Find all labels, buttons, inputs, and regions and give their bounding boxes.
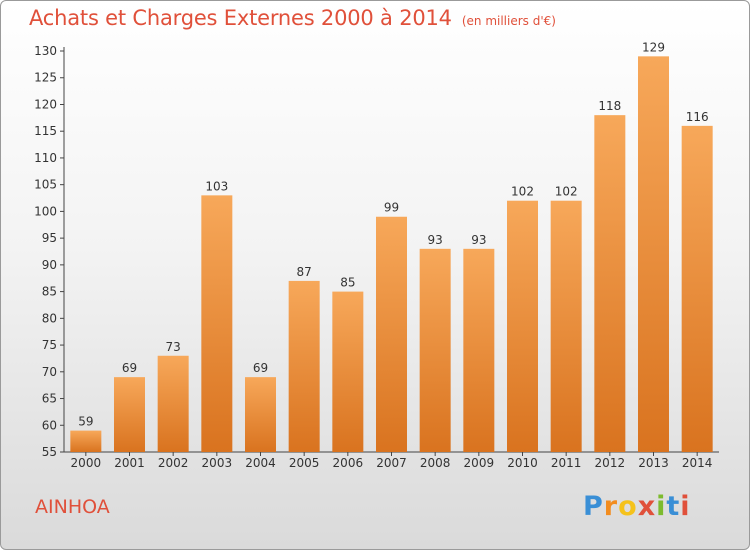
y-tick-label: 70 (42, 365, 57, 379)
chart-title: Achats et Charges Externes 2000 à 2014 (e… (29, 6, 556, 30)
bar-value-label: 116 (686, 110, 709, 124)
x-tick-label: 2003 (202, 456, 233, 470)
bar-value-label: 93 (428, 233, 443, 247)
bar (638, 56, 669, 452)
x-tick-label: 2002 (158, 456, 189, 470)
bar (463, 248, 495, 452)
bar (245, 377, 276, 452)
bar-value-label: 85 (340, 276, 355, 290)
x-tick-label: 2005 (289, 456, 320, 470)
y-tick-label: 130 (34, 44, 57, 58)
commune-name: AINHOA (35, 496, 110, 518)
y-tick-label: 120 (34, 97, 57, 111)
bar-value-label: 69 (253, 361, 268, 375)
logo-letter: r (603, 491, 619, 522)
logo-letter: t (666, 491, 681, 522)
x-tick-label: 2010 (507, 456, 538, 470)
bar (332, 291, 364, 452)
bar-value-label: 93 (471, 233, 486, 247)
x-tick-label: 2007 (376, 456, 407, 470)
x-tick-label: 2008 (420, 456, 451, 470)
chart-unit: (en milliers d'€) (461, 14, 556, 28)
y-tick-label: 115 (34, 124, 57, 138)
x-tick-label: 2012 (595, 456, 626, 470)
logo-letter: P (583, 491, 604, 522)
bar (594, 115, 626, 452)
bar (157, 355, 189, 452)
bar (419, 248, 451, 452)
x-tick-label: 2006 (333, 456, 364, 470)
y-tick-label: 105 (34, 178, 57, 192)
x-tick-label: 2004 (245, 456, 276, 470)
y-tick-label: 90 (42, 258, 57, 272)
y-tick-label: 75 (42, 338, 57, 352)
bar (288, 280, 320, 452)
y-tick-label: 95 (42, 231, 57, 245)
x-tick-label: 2011 (551, 456, 582, 470)
bar (114, 377, 145, 452)
y-tick-label: 100 (34, 204, 57, 218)
x-tick-label: 2013 (638, 456, 669, 470)
y-tick-label: 80 (42, 311, 57, 325)
x-tick-label: 2001 (114, 456, 145, 470)
bar (681, 125, 713, 452)
y-tick-label: 55 (42, 445, 57, 459)
logo-letter: i (656, 491, 667, 522)
logo-letter: x (637, 491, 657, 522)
bar-value-label: 99 (384, 201, 399, 215)
chart-title-text: Achats et Charges Externes 2000 à 2014 (29, 6, 452, 30)
bar-value-label: 103 (205, 179, 228, 193)
proxiti-logo: Proxiti (583, 491, 691, 522)
y-tick-label: 65 (42, 392, 57, 406)
x-tick-label: 2000 (71, 456, 102, 470)
bar (550, 200, 582, 452)
y-tick-label: 125 (34, 71, 57, 85)
bar (201, 195, 233, 453)
bar-value-label: 59 (78, 415, 93, 429)
logo-letter: o (618, 491, 638, 522)
x-tick-label: 2009 (464, 456, 495, 470)
y-tick-label: 85 (42, 285, 57, 299)
x-tick-label: 2014 (682, 456, 713, 470)
bar (507, 200, 538, 452)
y-tick-label: 60 (42, 418, 57, 432)
bar (70, 430, 102, 452)
bar (376, 216, 407, 452)
bar-value-label: 102 (555, 185, 578, 199)
bar-value-label: 69 (122, 361, 137, 375)
bar-value-label: 118 (598, 99, 621, 113)
y-tick-label: 110 (34, 151, 57, 165)
logo-letter: i (680, 491, 691, 522)
bar-value-label: 87 (297, 265, 312, 279)
bar-value-label: 129 (642, 40, 665, 54)
bar-value-label: 73 (166, 340, 181, 354)
bar-value-label: 102 (511, 185, 534, 199)
